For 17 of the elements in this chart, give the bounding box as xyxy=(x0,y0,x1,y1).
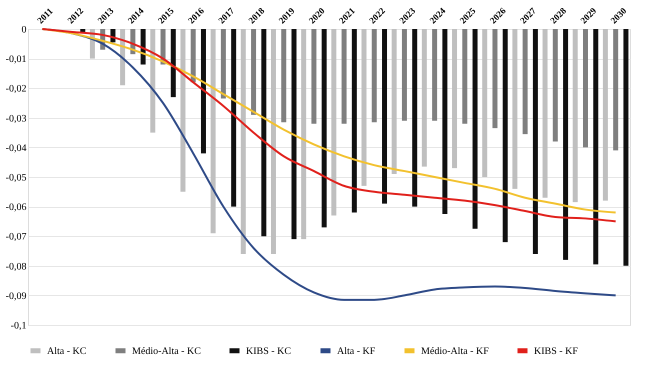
legend-label: Médio-Alta - KF xyxy=(421,346,490,357)
y-tick-label: -0,06 xyxy=(6,202,26,214)
legend-label: KIBS - KF xyxy=(534,346,578,357)
legend-label: Alta - KC xyxy=(47,346,87,357)
y-tick-label: -0,01 xyxy=(6,54,26,66)
y-tick-label: -0,08 xyxy=(6,261,26,272)
y-tick-label: -0,03 xyxy=(6,113,26,124)
legend-label: Alta - KF xyxy=(337,346,376,357)
y-tick-label: 0 xyxy=(22,24,26,36)
legend-label: KIBS - KC xyxy=(246,346,292,357)
y-tick-label: -0,02 xyxy=(6,84,26,95)
legend-label: Médio-Alta - KC xyxy=(132,346,202,357)
y-tick-label: -0,04 xyxy=(6,142,26,154)
y-tick-label: -0,1 xyxy=(10,320,26,332)
y-tick-label: -0,09 xyxy=(6,290,26,302)
y-tick-label: -0,07 xyxy=(6,232,26,243)
y-tick-label: -0,05 xyxy=(6,172,26,184)
